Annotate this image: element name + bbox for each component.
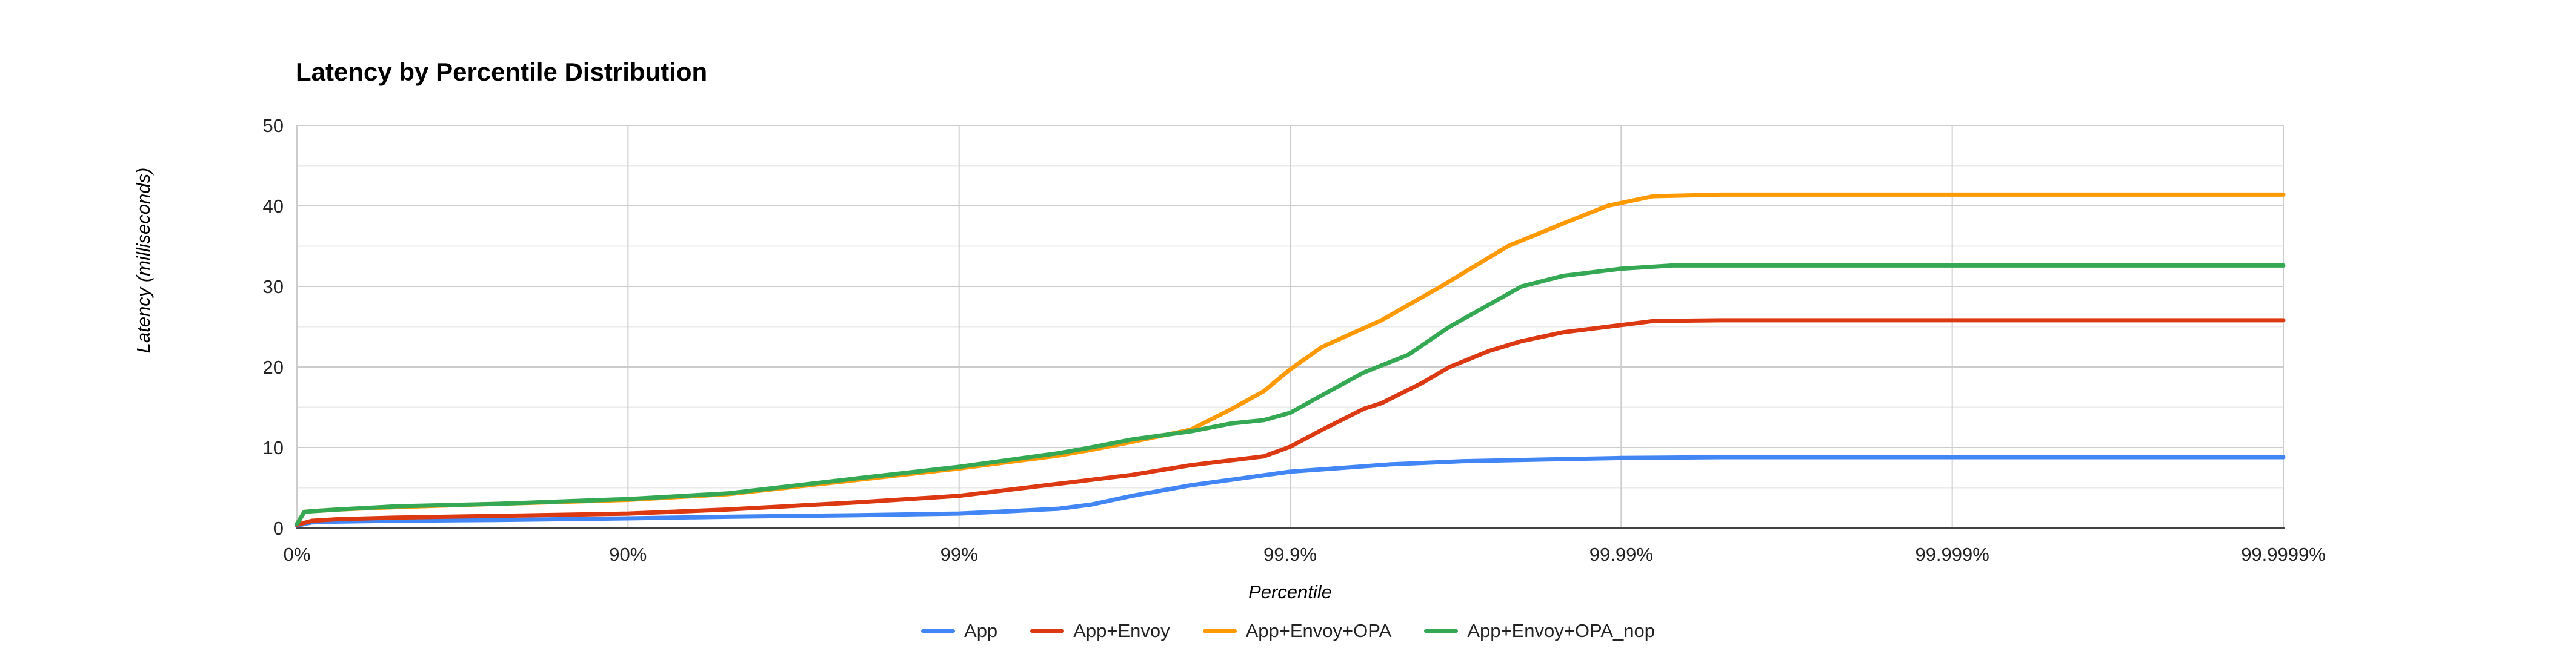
legend-swatch-App [921, 629, 956, 633]
legend-swatch-App+Envoy [1030, 629, 1065, 633]
legend-swatch-App+Envoy+OPA_nop [1424, 629, 1459, 633]
series-line-App [295, 455, 2286, 528]
x-tick-label-90%: 90% [609, 544, 647, 565]
series-line-App+Envoy [295, 318, 2286, 527]
x-tick-label-99.9999%: 99.9999% [2241, 544, 2326, 565]
legend-item-App+Envoy+OPA: App+Envoy+OPA [1202, 619, 1392, 643]
legend-label-App+Envoy+OPA: App+Envoy+OPA [1245, 620, 1392, 641]
y-tick-label-30: 30 [262, 276, 284, 297]
legend-item-App: App [921, 619, 997, 643]
legend-label-App+Envoy: App+Envoy [1073, 620, 1170, 641]
x-tick-label-99.999%: 99.999% [1915, 544, 1989, 565]
legend-label-App+Envoy+OPA_nop: App+Envoy+OPA_nop [1467, 620, 1655, 641]
x-axis-title: Percentile [1248, 581, 1332, 603]
y-tick-label-20: 20 [262, 357, 284, 378]
legend-label-App: App [964, 620, 998, 641]
legend-item-App+Envoy: App+Envoy [1030, 619, 1170, 643]
y-tick-label-0: 0 [273, 518, 284, 539]
legend: App App+Envoy App+Envoy+OPA App+Envoy+OPA_n… [0, 619, 2576, 643]
y-tick-label-40: 40 [262, 196, 284, 217]
legend-item-App+Envoy+OPA_nop: App+Envoy+OPA_nop [1424, 619, 1655, 643]
x-tick-label-99%: 99% [940, 544, 978, 565]
y-tick-label-10: 10 [262, 437, 284, 458]
legend-swatch-App+Envoy+OPA [1202, 629, 1237, 633]
y-tick-label-50: 50 [262, 115, 284, 136]
series-line-App+Envoy+OPA_nop [295, 263, 2286, 526]
x-tick-label-99.99%: 99.99% [1589, 544, 1653, 565]
x-tick-label-99.9%: 99.9% [1263, 544, 1317, 565]
chart-title: Latency by Percentile Distribution [296, 58, 708, 86]
x-tick-label-0%: 0% [283, 544, 311, 565]
